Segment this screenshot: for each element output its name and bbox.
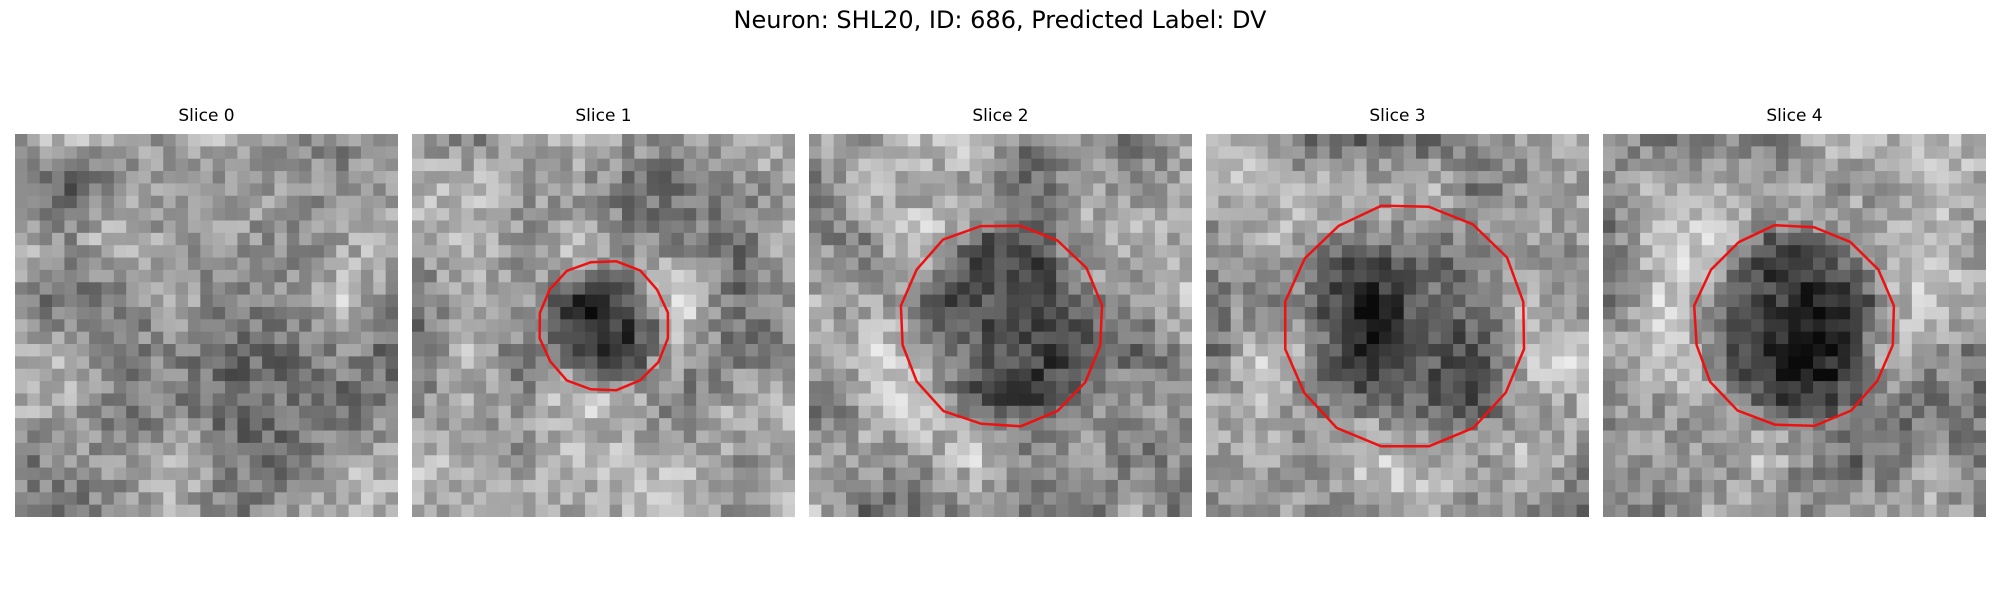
slice-title: Slice 3 xyxy=(1369,106,1426,126)
figure-title: Neuron: SHL20, ID: 686, Predicted Label:… xyxy=(733,6,1267,34)
segmentation-contour xyxy=(1692,223,1896,428)
slice-image xyxy=(412,134,795,517)
slice-image xyxy=(1603,134,1986,517)
segmentation-contour xyxy=(1283,204,1526,448)
slice-image xyxy=(1206,134,1589,517)
slice-title: Slice 2 xyxy=(972,106,1029,126)
slice-title: Slice 4 xyxy=(1766,106,1823,126)
segmentation-contour xyxy=(899,224,1104,428)
slice-image xyxy=(809,134,1192,517)
slice-title: Slice 1 xyxy=(575,106,632,126)
slice-image xyxy=(15,134,398,517)
slice-title: Slice 0 xyxy=(178,106,235,126)
segmentation-contour xyxy=(538,260,670,392)
